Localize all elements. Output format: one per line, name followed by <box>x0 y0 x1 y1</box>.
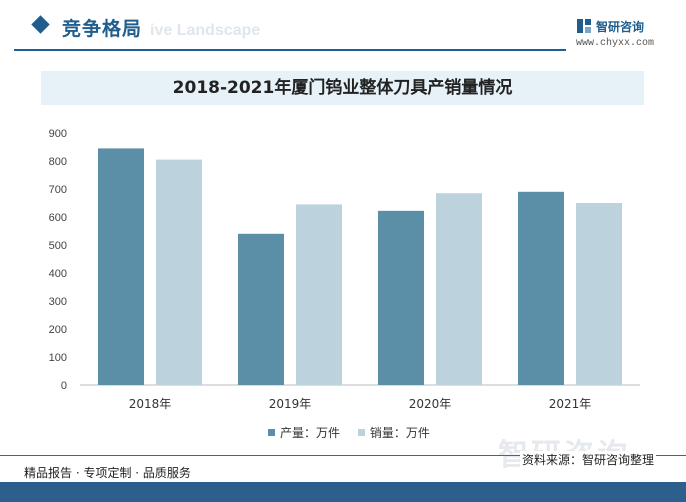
y-tick-label: 900 <box>49 128 67 140</box>
bar-chart: 0 100 200 300 400 500 600 700 800 900 2018年 2019年 20… <box>49 128 640 411</box>
legend-swatch-sales <box>357 429 365 436</box>
y-tick-label: 800 <box>49 156 67 168</box>
legend-item-sales: 销量：万件 <box>357 424 430 441</box>
x-tick-label: 2021年 <box>549 397 592 411</box>
header-divider <box>14 49 566 51</box>
bar-sales-2 <box>436 193 482 385</box>
bar-production-2 <box>378 210 424 385</box>
y-tick-label: 200 <box>49 324 67 336</box>
y-tick-label: 500 <box>49 240 67 252</box>
brand-logo: 智研咨询 www.chyxx.com <box>576 16 676 50</box>
bar-sales-0 <box>156 159 202 385</box>
legend-label-sales: 销量：万件 <box>369 426 430 440</box>
bar-sales-1 <box>296 204 342 385</box>
chart-title-band: 2018-2021年厦门钨业整体刀具产销量情况 <box>41 71 644 105</box>
brand-logo-icon <box>577 19 591 33</box>
bar-production-1 <box>238 233 284 385</box>
y-tick-label: 400 <box>49 268 67 280</box>
section-watermark: ive Landscape <box>150 22 261 39</box>
bar-production-3 <box>518 191 564 385</box>
y-tick-label: 0 <box>61 380 67 392</box>
footer-tagline: 精品报告 · 专项定制 · 品质服务 <box>24 466 191 480</box>
section-title: 竞争格局 <box>62 18 143 40</box>
chart-legend: 产量：万件 销量：万件 <box>268 424 444 440</box>
brand-name: 智研咨询 <box>596 20 645 34</box>
bar-sales-3 <box>576 203 622 385</box>
legend-label-production: 产量：万件 <box>280 426 341 440</box>
x-tick-label: 2018年 <box>129 397 172 411</box>
legend-item-production: 产量：万件 <box>268 424 340 441</box>
brand-url: www.chyxx.com <box>576 38 655 49</box>
y-tick-label: 100 <box>49 352 67 364</box>
legend-swatch-production <box>268 429 275 436</box>
source-note: 资料来源：智研咨询整理 <box>520 451 657 468</box>
footer-bar <box>0 482 686 502</box>
bar-production-0 <box>98 148 144 385</box>
chart-title: 2018-2021年厦门钨业整体刀具产销量情况 <box>172 78 513 98</box>
y-tick-label: 300 <box>49 296 67 308</box>
y-tick-label: 600 <box>49 212 67 224</box>
x-tick-label: 2020年 <box>409 397 452 411</box>
header: ive Landscape 竞争格局 智研咨询 www.chyxx.com <box>0 0 686 52</box>
x-tick-label: 2019年 <box>269 397 312 411</box>
footer-divider <box>0 455 686 456</box>
y-tick-label: 700 <box>49 184 67 196</box>
